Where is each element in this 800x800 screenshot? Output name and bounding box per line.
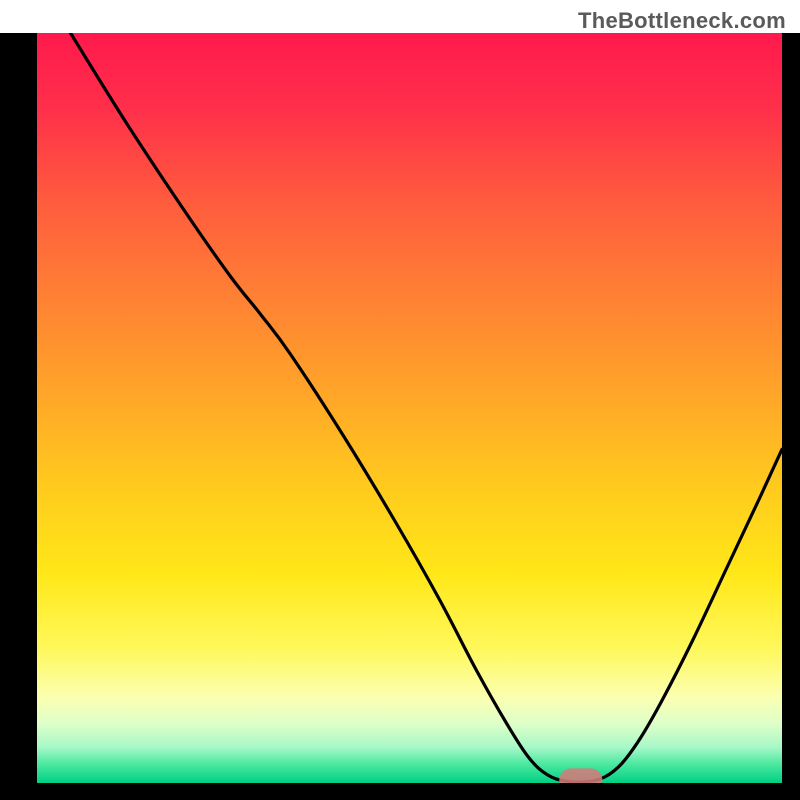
chart-svg [0,0,800,800]
frame-right [782,33,800,800]
watermark-text: TheBottleneck.com [578,8,786,34]
frame-left [0,33,37,800]
gradient-background [37,33,782,783]
frame-bottom [0,783,800,800]
bottleneck-chart: TheBottleneck.com [0,0,800,800]
